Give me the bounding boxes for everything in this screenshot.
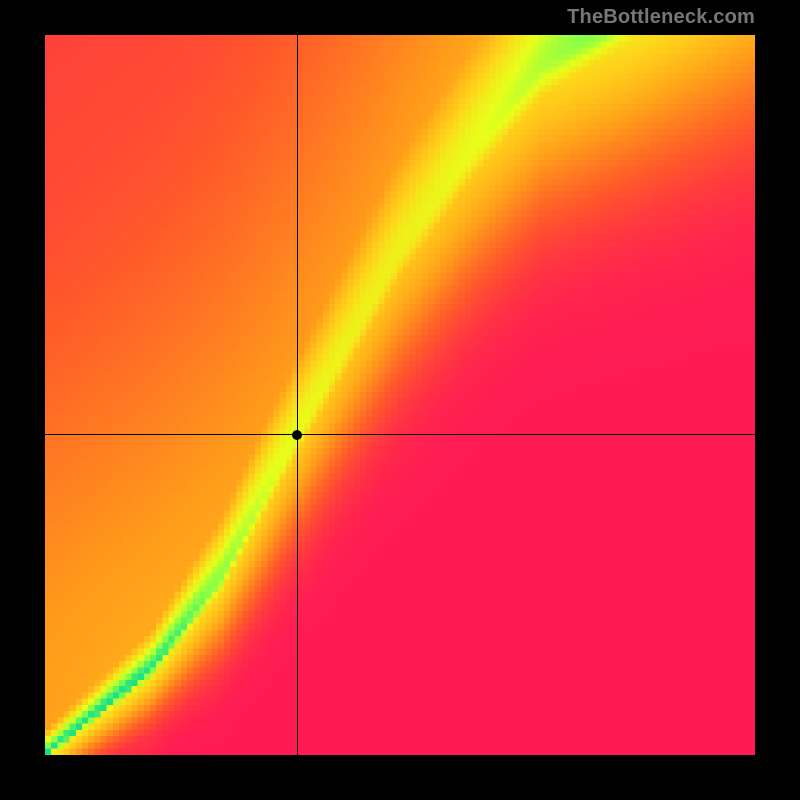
watermark-text: TheBottleneck.com	[567, 6, 755, 29]
outer-frame: TheBottleneck.com	[0, 0, 800, 800]
crosshair-vertical	[297, 35, 298, 755]
heatmap-plot	[45, 35, 755, 755]
crosshair-horizontal	[45, 434, 755, 435]
heatmap-canvas	[45, 35, 755, 755]
crosshair-dot	[292, 430, 302, 440]
